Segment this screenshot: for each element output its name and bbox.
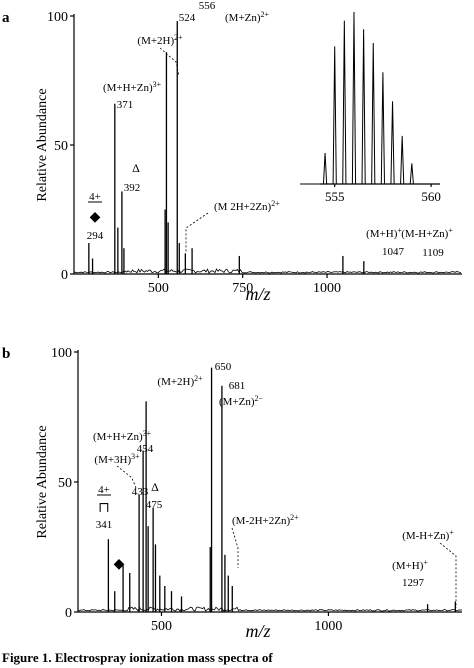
annotation-p454: 454 bbox=[137, 443, 154, 455]
y-axis-label-a: Relative Abundance bbox=[35, 88, 50, 201]
y-tick-label: 50 bbox=[58, 476, 72, 491]
annotation-p371: 371 bbox=[117, 99, 134, 111]
annotation-tri: Δ bbox=[151, 480, 159, 494]
baseline-noise bbox=[77, 606, 463, 612]
y-tick-label: 100 bbox=[51, 346, 72, 361]
annotation-m2h: (M+2H)2+ bbox=[137, 33, 183, 47]
annotation-p681: 681 bbox=[229, 380, 246, 392]
annotation-m2h2zn: (M 2H+2Zn)2+ bbox=[214, 199, 280, 213]
annotation-q4: 4+ bbox=[89, 191, 101, 203]
annotation-dia: ◆ bbox=[90, 210, 101, 225]
annotation-p650: 650 bbox=[215, 361, 232, 373]
x-tick-label: 750 bbox=[232, 281, 253, 296]
y-tick-label: 0 bbox=[65, 606, 72, 621]
leader-line bbox=[231, 527, 239, 568]
annotation-mhzn3: (M+H+Zn)3+ bbox=[93, 429, 152, 443]
annotation-mhzn: (M-H+Zn)+ bbox=[401, 226, 453, 240]
annotation-mzn: (M+Zn)2− bbox=[219, 394, 263, 408]
leader-line bbox=[116, 465, 137, 489]
x-axis-label-b: m/z bbox=[245, 621, 270, 641]
panel-label-b: b bbox=[2, 346, 10, 362]
leader-line bbox=[185, 212, 209, 253]
inset-x-tick-label: 555 bbox=[325, 189, 345, 204]
annotation-sq: ⊓ bbox=[98, 501, 110, 516]
panel-label-a: a bbox=[2, 10, 10, 26]
annotation-p524: 524 bbox=[179, 12, 196, 24]
x-axis-label-a: m/z bbox=[245, 284, 270, 304]
annotation-p556: 556 bbox=[199, 0, 216, 12]
y-axis-label-b: Relative Abundance bbox=[35, 425, 50, 538]
annotation-mzn: (M+Zn)2+ bbox=[225, 10, 269, 24]
y-tick-label: 100 bbox=[47, 10, 68, 25]
annotation-p1109: 1109 bbox=[422, 247, 444, 259]
x-tick-label: 1000 bbox=[313, 281, 341, 296]
annotation-p341: 341 bbox=[96, 519, 113, 531]
annotation-p392: 392 bbox=[124, 182, 141, 194]
x-tick-label: 1000 bbox=[314, 619, 342, 634]
y-tick-label: 50 bbox=[54, 139, 68, 154]
panel-a: a Relative Abundance m/z 0 50 100 500 750 100… bbox=[2, 0, 462, 304]
baseline-noise bbox=[73, 268, 462, 274]
annotation-p433: 433 bbox=[132, 486, 149, 498]
annotation-q4: 4+ bbox=[98, 484, 110, 496]
annotation-p1047: 1047 bbox=[382, 246, 405, 258]
annotation-mhzn: (M-H+Zn)+ bbox=[402, 528, 454, 542]
annotation-m3h: (M+3H)3+ bbox=[94, 452, 140, 466]
panel-b: b Relative Abundance m/z 0 50 100 500 1000 (M… bbox=[2, 346, 463, 641]
inset: 555 560 bbox=[300, 11, 441, 204]
figure-caption: Figure 1. Electrospray ionization mass s… bbox=[2, 650, 273, 665]
annotation-mh: (M+H)+ bbox=[392, 558, 428, 572]
annotation-dia: ◆ bbox=[114, 557, 125, 572]
inset-spectrum bbox=[300, 11, 440, 185]
leader-line bbox=[159, 47, 180, 77]
y-tick-label: 0 bbox=[61, 268, 68, 283]
annotation-p1297: 1297 bbox=[402, 577, 425, 589]
x-tick-label: 500 bbox=[148, 281, 169, 296]
annotation-p294: 294 bbox=[87, 230, 104, 242]
x-tick-label: 500 bbox=[151, 619, 172, 634]
annotation-m2h2zn: (M-2H+2Zn)2+ bbox=[232, 513, 299, 527]
annotation-tri: Δ bbox=[132, 161, 140, 175]
annotation-p475: 475 bbox=[146, 499, 163, 511]
annotation-m2h: (M+2H)2+ bbox=[157, 374, 203, 388]
annotation-mh: (M+H)+ bbox=[366, 226, 402, 240]
inset-x-tick-label: 560 bbox=[421, 189, 441, 204]
leader-line bbox=[439, 542, 457, 608]
annotation-mhzn3: (M+H+Zn)3+ bbox=[103, 80, 162, 94]
